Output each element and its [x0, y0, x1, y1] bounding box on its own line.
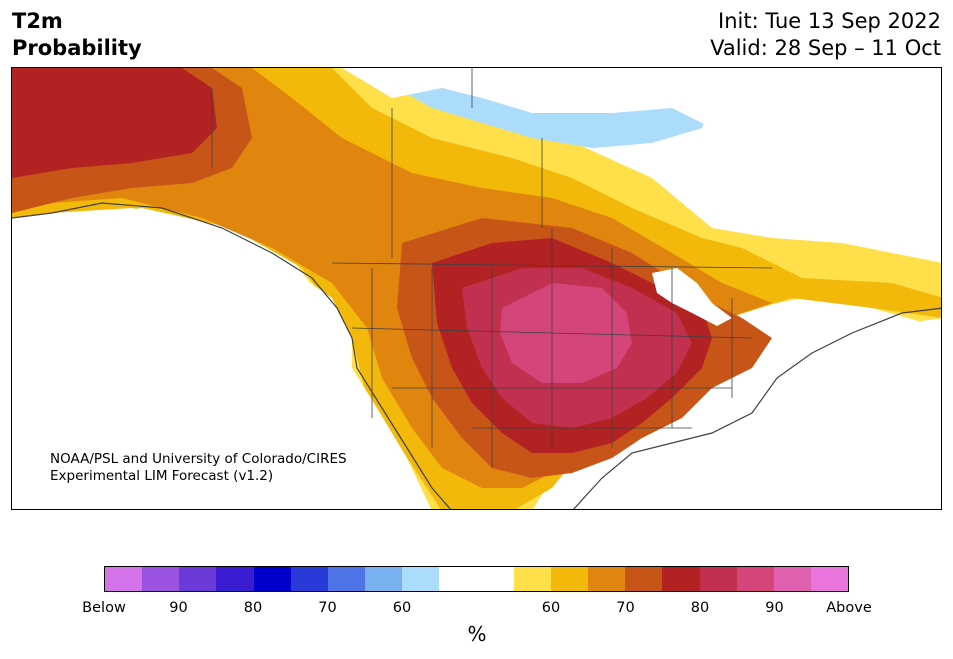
colorbar-segment: [142, 567, 180, 591]
probability-colorbar: [104, 566, 849, 592]
colorbar-segment: [625, 567, 663, 591]
colorbar-tick-label: 90: [169, 600, 188, 616]
arctic-normal-region: [342, 68, 941, 263]
coastline: [12, 202, 941, 509]
colorbar-tick-label: 90: [765, 600, 784, 616]
probability-map-svg: [12, 68, 941, 509]
attribution-line-2: Experimental LIM Forecast (v1.2): [50, 468, 274, 484]
colorbar-tick-label: Above: [826, 600, 872, 616]
colorbar-segment: [365, 567, 403, 591]
colorbar-unit-label: %: [467, 622, 487, 646]
state-borders: [331, 228, 773, 468]
attribution-line-1: NOAA/PSL and University of Colorado/CIRE…: [50, 451, 347, 467]
colorbar-segment: [662, 567, 700, 591]
colorbar-tick-label: 70: [318, 600, 337, 616]
pacific-ocean: [12, 208, 432, 509]
colorbar-segment: [216, 567, 254, 591]
colorbar-tick-label: 60: [392, 600, 412, 616]
attribution-text: NOAA/PSL and University of Colorado/CIRE…: [50, 451, 347, 485]
colorbar-segment: [550, 567, 589, 591]
colorbar-segment: [179, 567, 217, 591]
colorbar-segment: [402, 567, 440, 591]
colorbar-segment: [699, 567, 737, 591]
colorbar-tick-label: Below: [82, 600, 126, 616]
valid-period: Valid: 28 Sep – 11 Oct: [710, 36, 941, 60]
colorbar-segment: [736, 567, 774, 591]
colorbar-segment: [439, 567, 477, 591]
colorbar-segment: [105, 567, 143, 591]
colorbar-tick-label: 70: [616, 600, 635, 616]
init-date: Init: Tue 13 Sep 2022: [718, 9, 941, 33]
forecast-dates: Init: Tue 13 Sep 2022 Valid: 28 Sep – 11…: [710, 8, 941, 62]
colorbar-segment: [327, 567, 366, 591]
map-title: T2m Probability: [12, 8, 142, 62]
forecast-map: NOAA/PSL and University of Colorado/CIRE…: [11, 67, 942, 510]
title-line-variable: T2m: [12, 9, 63, 33]
colorbar-segment: [253, 567, 291, 591]
colorbar-segment: [773, 567, 811, 591]
colorbar-segment: [513, 567, 551, 591]
colorbar-segment: [588, 567, 626, 591]
title-line-product: Probability: [12, 36, 142, 60]
colorbar-tick-label: 80: [243, 600, 263, 616]
colorbar-tick-label: 80: [690, 600, 710, 616]
colorbar-tick-label: 60: [541, 600, 561, 616]
canada-borders: [211, 68, 543, 258]
atlantic-ocean: [573, 318, 941, 509]
colorbar-segment: [476, 567, 514, 591]
colorbar-segment: [290, 567, 328, 591]
colorbar-segment: [810, 567, 849, 591]
